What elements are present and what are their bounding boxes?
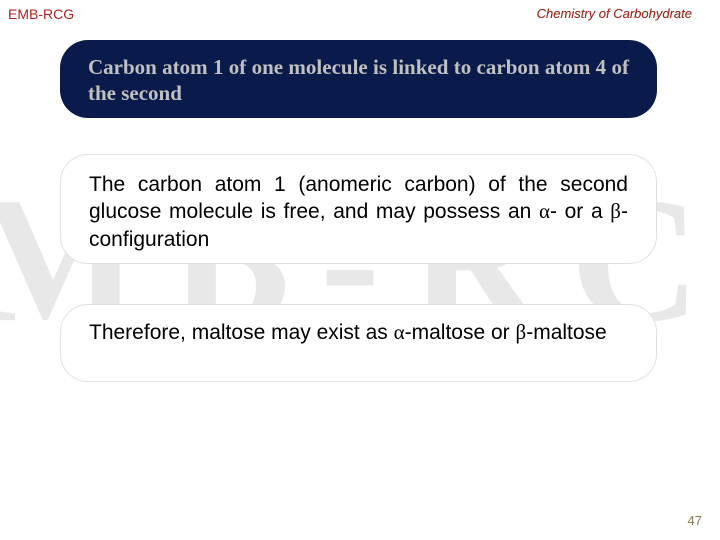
callout-box-2: The carbon atom 1 (anomeric carbon) of t… — [60, 154, 657, 264]
callout-box-3: Therefore, maltose may exist as α-maltos… — [60, 304, 657, 382]
page-number: 47 — [688, 513, 702, 528]
beta-symbol: β — [610, 199, 621, 223]
alpha-symbol: α — [539, 199, 550, 223]
box3-mid: -maltose or — [405, 321, 516, 344]
box1-text: Carbon atom 1 of one molecule is linked … — [88, 55, 629, 105]
box3-prefix: Therefore, maltose may exist as — [89, 321, 394, 344]
box3-suffix: -maltose — [526, 321, 607, 344]
alpha-symbol-2: α — [394, 320, 405, 344]
callout-box-1: Carbon atom 1 of one molecule is linked … — [60, 40, 657, 118]
box2-mid: - or a — [550, 200, 610, 223]
header-left-label: EMB-RCG — [8, 6, 74, 22]
header-right-red: Chemistry of Carbohydrate — [537, 6, 692, 21]
beta-symbol-2: β — [516, 320, 527, 344]
